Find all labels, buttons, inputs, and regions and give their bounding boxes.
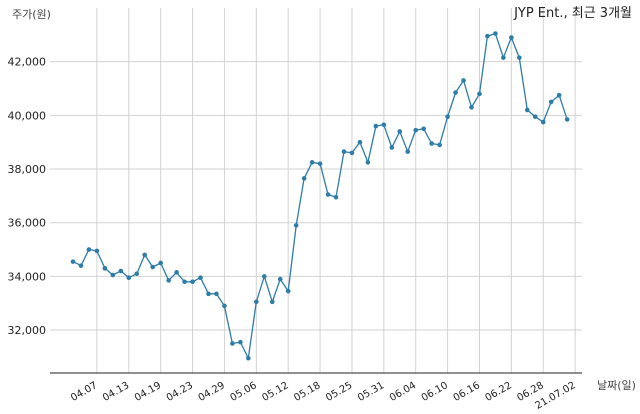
x-tick-label: 05.31 [356,380,386,404]
data-point [381,122,387,128]
data-point [333,194,339,200]
data-point [293,223,299,228]
y-tick-label: 40,000 [8,109,47,122]
y-tick-label: 42,000 [8,56,47,69]
chart-title: JYP Ent., 최근 3개월 [513,6,632,21]
y-tick-label: 36,000 [8,217,47,230]
series [70,31,570,361]
x-tick-label: 06.22 [484,380,514,404]
y-tick-label: 32,000 [8,324,47,337]
x-axis-label: 날짜(일) [597,378,636,392]
data-point [277,276,283,282]
data-point [389,145,395,150]
data-point [254,299,259,305]
data-point [524,107,530,113]
x-tick-label: 04.29 [197,380,227,404]
data-point [214,291,219,297]
data-point [182,279,187,285]
data-point [469,105,474,110]
data-point [357,139,363,145]
data-point [70,259,76,264]
data-point [102,266,108,271]
data-point [373,123,379,129]
x-tick-label: 05.25 [324,380,354,404]
data-point [413,127,419,133]
data-point [540,119,546,125]
y-tick-label: 34,000 [8,270,47,283]
data-point [365,160,371,165]
data-point [477,91,482,97]
data-point [86,247,92,252]
data-point [126,275,132,281]
x-tick-label: 06.04 [388,380,418,404]
data-point [556,92,562,98]
data-point [285,288,291,294]
grid [50,8,582,373]
data-point [501,55,506,60]
data-point [405,149,411,154]
x-tick-label: 05.18 [292,380,322,404]
x-tick-label: 05.12 [260,380,290,404]
data-point [261,274,267,279]
data-point [341,149,347,154]
data-point [246,355,251,361]
x-tick-label: 04.07 [69,380,99,404]
data-point [174,270,179,275]
x-tick-labels: 04.07 04.13 04.19 04.23 04.29 05.06 05.12 05.18… [69,380,578,412]
data-point [301,176,307,181]
data-point [317,161,323,166]
x-tick-label: 04.23 [165,380,195,404]
x-tick-label: 05.06 [229,380,259,404]
data-point [230,341,235,346]
data-point [238,339,243,345]
data-point [509,35,514,40]
data-point [269,299,275,305]
data-point [94,248,100,254]
data-point [118,268,124,274]
data-point [166,278,171,283]
data-point [110,272,116,278]
data-point [134,271,140,276]
x-tick-label: 04.13 [101,380,131,404]
data-point [453,90,458,95]
data-point [142,252,148,258]
data-point [421,126,426,132]
y-tick-label: 38,000 [8,163,47,176]
data-point [198,275,203,281]
data-point [429,141,434,146]
data-point [206,291,211,297]
data-point [397,129,403,134]
data-point [190,279,195,285]
data-point [517,55,522,60]
data-point [325,192,331,197]
x-tick-label: 06.16 [452,380,482,404]
x-tick-label: 04.19 [133,380,163,404]
data-point [532,114,538,119]
data-point [158,260,163,266]
data-point [150,264,155,270]
data-point [461,78,466,83]
data-point [222,303,227,309]
data-point [445,114,450,119]
y-axis-label: 주가(원) [12,8,51,21]
data-point [564,117,570,122]
data-point [309,160,315,165]
y-tick-labels: 32,000 34,000 36,000 38,000 40,000 42,000 [8,56,47,337]
data-point [485,33,490,39]
data-point [548,99,554,105]
x-tick-label: 06.10 [420,380,450,404]
data-point [78,263,84,268]
data-point [437,142,442,148]
data-point [493,31,498,36]
data-point [349,150,355,156]
